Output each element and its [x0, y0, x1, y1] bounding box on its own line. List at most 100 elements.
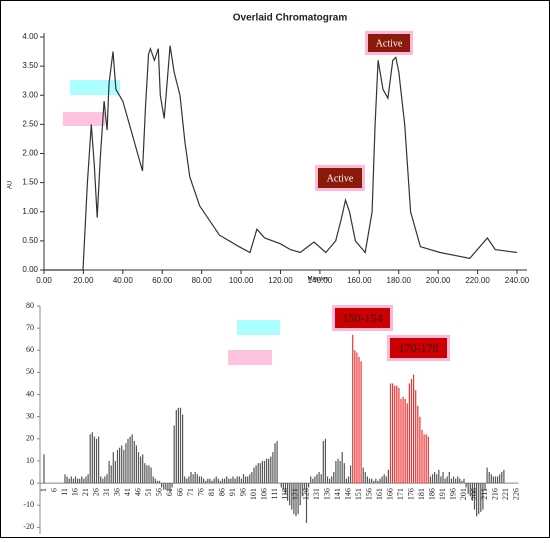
bar — [387, 469, 389, 484]
bar — [381, 476, 383, 484]
bar — [375, 478, 377, 484]
bar — [440, 476, 442, 484]
bar — [158, 480, 161, 484]
bar — [320, 474, 322, 484]
x-tick-label: 86 — [217, 488, 226, 496]
bar — [64, 474, 66, 484]
bar — [102, 478, 104, 484]
x-tick-label: 60.00 — [152, 276, 173, 285]
bar — [490, 474, 492, 484]
y-tick-label: -10 — [23, 500, 34, 509]
y-tick-label: 60 — [26, 345, 34, 354]
bar — [455, 478, 457, 484]
x-tick-label: 180.00 — [387, 276, 412, 285]
x-tick-label: 211 — [480, 488, 489, 500]
annotation: Active — [376, 38, 403, 49]
x-tick-label: 196 — [448, 488, 457, 500]
bar — [389, 383, 392, 484]
bar — [318, 472, 320, 484]
bar — [91, 432, 93, 484]
bar — [417, 405, 419, 484]
bar — [471, 483, 473, 501]
bar — [301, 483, 303, 497]
x-tick-label: 160.00 — [347, 276, 372, 285]
bar — [106, 474, 108, 484]
bar — [406, 403, 408, 484]
x-tick-label: 106 — [259, 488, 268, 500]
bar — [360, 361, 362, 484]
bar — [492, 476, 494, 484]
bar — [469, 483, 471, 497]
bar — [484, 483, 486, 490]
bar — [110, 465, 112, 484]
bar — [358, 356, 360, 484]
bar — [364, 472, 366, 484]
bar — [175, 410, 177, 484]
bar — [179, 407, 182, 484]
x-tick-label: 186 — [427, 488, 436, 500]
bar — [341, 452, 343, 484]
x-tick-label: 156 — [364, 488, 373, 500]
x-tick-label: 0.00 — [36, 276, 52, 285]
bar — [190, 472, 192, 484]
x-tick-label: 111 — [270, 488, 279, 499]
bar — [224, 478, 226, 484]
bar — [497, 476, 499, 484]
x-tick-label: 20.00 — [73, 276, 94, 285]
x-tick-label: 40.00 — [113, 276, 134, 285]
bar — [209, 478, 211, 484]
bar — [427, 436, 429, 484]
x-tick-label: 26 — [91, 488, 100, 496]
bar — [436, 474, 438, 484]
y-tick-label: 70 — [26, 323, 34, 332]
bar — [146, 465, 148, 484]
bar — [339, 460, 341, 484]
bar — [205, 480, 207, 484]
y-tick-label: 10 — [26, 456, 34, 465]
bar — [362, 467, 364, 484]
y-tick-label: 0.00 — [22, 265, 38, 274]
bar — [322, 441, 324, 484]
x-tick-label: 171 — [396, 488, 405, 500]
bar — [457, 476, 459, 484]
x-tick-label: 61 — [165, 488, 174, 496]
bar — [116, 449, 119, 484]
bar — [450, 478, 452, 484]
x-tick-label: 161 — [375, 488, 384, 500]
y-tick-label: 2.50 — [22, 119, 38, 128]
bar — [142, 454, 144, 484]
y-tick-label: 30 — [26, 412, 34, 421]
bar — [276, 441, 278, 484]
bar — [194, 472, 196, 484]
bar — [72, 478, 74, 484]
x-tick-label: 141 — [333, 488, 342, 500]
annotation-box — [318, 168, 362, 188]
bar — [129, 436, 131, 484]
bar — [85, 476, 87, 484]
bar — [230, 478, 232, 484]
x-tick-label: 191 — [438, 488, 447, 500]
bar — [480, 483, 482, 512]
bar — [68, 478, 70, 484]
x-tick-label: 140.00 — [308, 276, 333, 285]
y-tick-label: 80 — [26, 301, 34, 310]
bar — [282, 483, 284, 490]
y-axis-label: AU — [8, 181, 14, 189]
bar — [488, 472, 490, 484]
bar — [226, 476, 228, 484]
bar — [114, 460, 116, 484]
bar — [95, 438, 98, 484]
bar — [350, 465, 352, 484]
bar — [400, 398, 402, 484]
x-tick-label: 41 — [123, 488, 132, 496]
x-tick-label: 116 — [280, 488, 289, 500]
x-tick-label: 181 — [417, 488, 426, 500]
bar — [287, 483, 289, 501]
bar — [163, 483, 165, 490]
bar — [312, 478, 314, 484]
bar — [255, 465, 257, 484]
x-tick-label: 31 — [102, 488, 111, 496]
bar — [207, 478, 209, 484]
